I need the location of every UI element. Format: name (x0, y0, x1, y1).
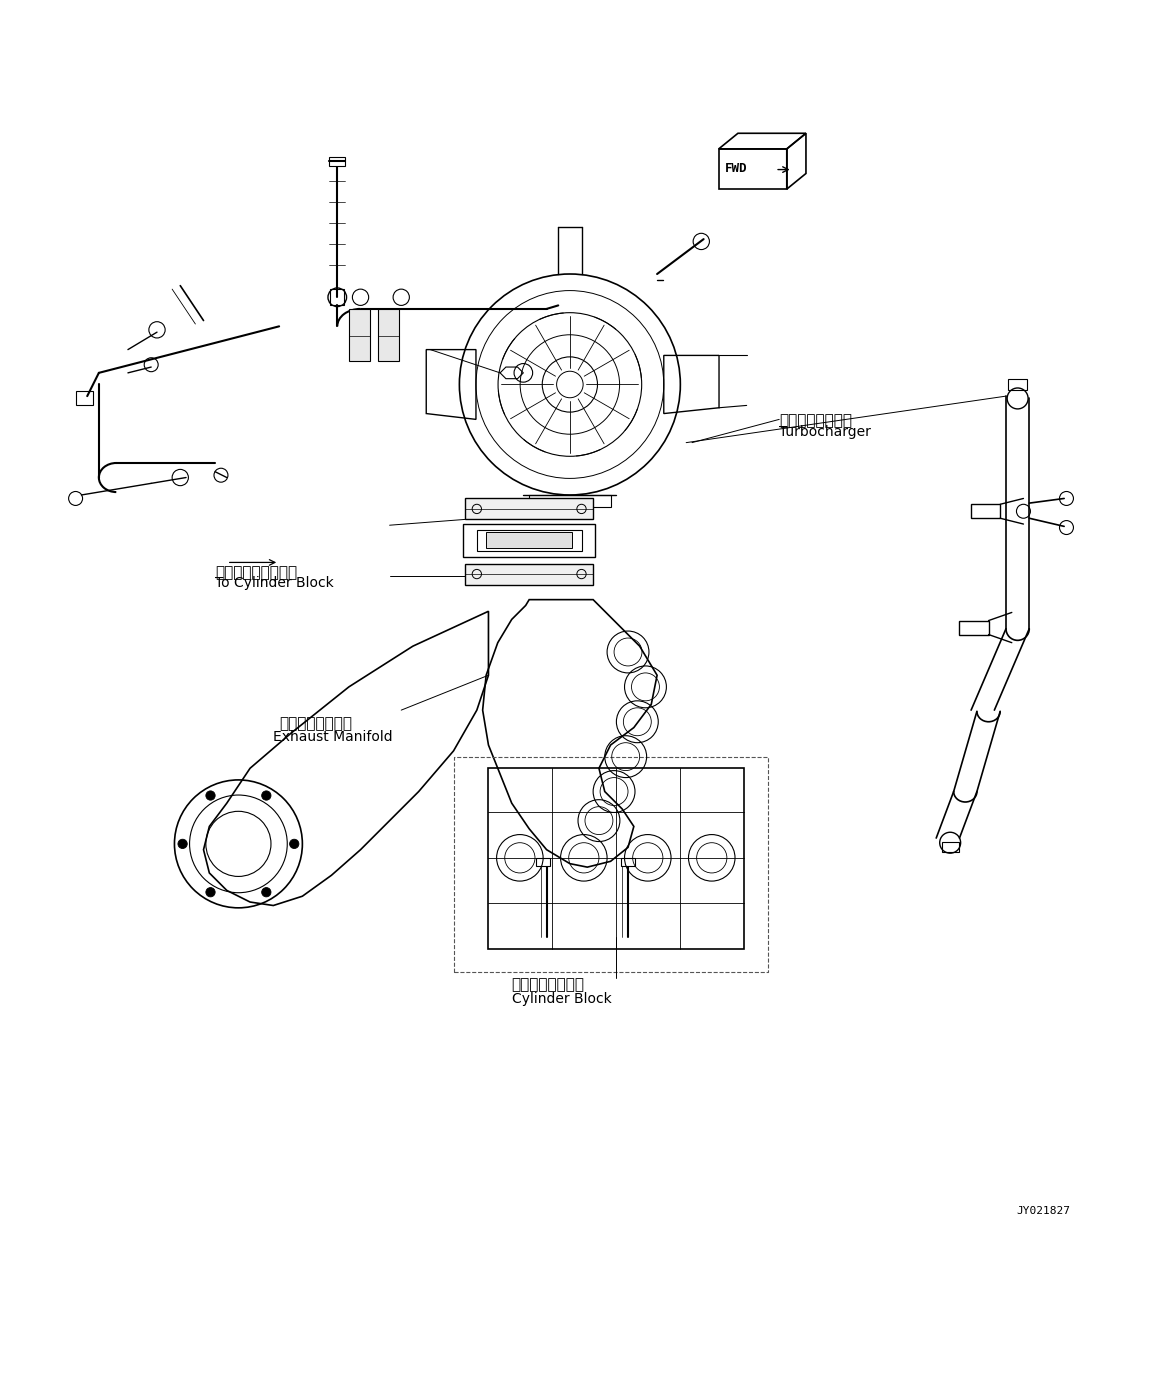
Text: To Cylinder Block: To Cylinder Block (215, 577, 334, 591)
Bar (465, 563, 593, 584)
Bar (477, 529, 582, 550)
Text: Cylinder Block: Cylinder Block (512, 992, 612, 1006)
Bar (349, 309, 370, 362)
Circle shape (262, 887, 271, 897)
Circle shape (206, 791, 215, 800)
Bar (330, 289, 344, 306)
Bar (942, 841, 959, 852)
Bar (486, 532, 572, 549)
Bar (959, 620, 989, 634)
Bar (463, 524, 595, 556)
Bar (971, 504, 1000, 518)
Circle shape (290, 840, 299, 848)
Text: ターボチャージャ: ターボチャージャ (779, 414, 852, 429)
Bar (378, 309, 399, 362)
Text: Exhaust Manifold: Exhaust Manifold (273, 729, 393, 743)
Bar (529, 495, 611, 507)
Text: シリンダブロック: シリンダブロック (512, 978, 585, 993)
Circle shape (178, 840, 187, 848)
Bar (465, 499, 593, 520)
Circle shape (262, 791, 271, 800)
Text: FWD: FWD (725, 162, 747, 175)
Bar (621, 858, 635, 866)
Text: JY021827: JY021827 (1016, 1206, 1070, 1215)
Bar (329, 156, 345, 166)
Text: Turbocharger: Turbocharger (779, 425, 871, 439)
Bar (1008, 379, 1027, 390)
Bar (488, 768, 744, 949)
Bar (536, 858, 550, 866)
Text: 排気マニホールド: 排気マニホールド (279, 715, 352, 731)
Bar (76, 391, 93, 405)
Text: シリンダブロックへ: シリンダブロックへ (215, 564, 298, 580)
Circle shape (206, 887, 215, 897)
